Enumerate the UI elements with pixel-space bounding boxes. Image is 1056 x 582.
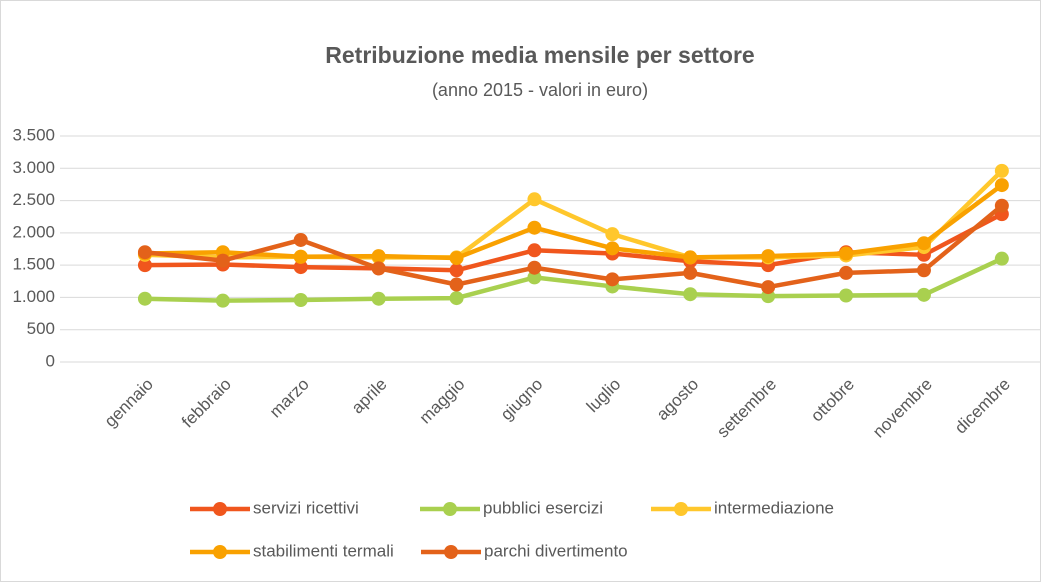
data-point	[994, 198, 1009, 213]
data-point	[605, 227, 620, 242]
data-point	[994, 163, 1009, 178]
y-tick-label: 2.000	[12, 222, 55, 241]
legend-label: servizi ricettivi	[253, 498, 359, 517]
data-point	[293, 260, 308, 275]
data-point	[916, 263, 931, 278]
data-point	[371, 261, 386, 276]
data-point	[215, 253, 230, 268]
series-line	[144, 204, 1004, 290]
data-point	[449, 263, 464, 278]
data-point	[137, 258, 152, 273]
data-point	[994, 178, 1009, 193]
data-point	[449, 251, 464, 266]
y-tick-label: 3.500	[12, 125, 55, 144]
data-point	[916, 236, 931, 251]
data-point	[371, 249, 386, 264]
data-point	[605, 241, 620, 256]
legend-label: intermediazione	[714, 498, 834, 517]
data-point	[839, 288, 854, 303]
data-point	[137, 245, 152, 260]
data-point	[527, 192, 542, 207]
data-point	[683, 265, 698, 280]
legend-label: parchi divertimento	[484, 541, 628, 560]
series-line	[144, 256, 1003, 303]
legend-marker	[213, 545, 227, 559]
legend-marker	[444, 545, 458, 559]
data-point	[215, 293, 230, 308]
data-point	[449, 277, 464, 292]
data-point	[137, 291, 152, 306]
data-point	[527, 270, 542, 285]
y-tick-label: 2.500	[12, 190, 55, 209]
data-point	[761, 249, 776, 264]
legend-label: stabilimenti termali	[253, 541, 394, 560]
legend-marker	[443, 502, 457, 516]
data-point	[527, 243, 542, 258]
chart-subtitle: (anno 2015 - valori in euro)	[432, 80, 648, 100]
legend-marker	[213, 502, 227, 516]
y-tick-label: 500	[27, 319, 55, 338]
data-point	[527, 260, 542, 275]
data-point	[839, 265, 854, 280]
data-point	[994, 251, 1009, 266]
data-point	[605, 272, 620, 287]
data-point	[293, 232, 308, 247]
data-point	[683, 287, 698, 302]
data-point	[916, 287, 931, 302]
y-tick-label: 1.500	[12, 255, 55, 274]
data-point	[839, 246, 854, 261]
data-point	[449, 291, 464, 306]
data-point	[293, 249, 308, 264]
chart-title: Retribuzione media mensile per settore	[325, 42, 754, 68]
y-tick-label: 1.000	[12, 287, 55, 306]
data-point	[683, 250, 698, 265]
y-tick-label: 3.000	[12, 158, 55, 177]
y-tick-label: 0	[46, 351, 55, 370]
data-point	[527, 220, 542, 235]
data-point	[761, 280, 776, 295]
legend-label: pubblici esercizi	[483, 498, 603, 517]
data-point	[371, 291, 386, 306]
legend-marker	[674, 502, 688, 516]
data-point	[293, 293, 308, 308]
series-line	[144, 183, 1004, 261]
